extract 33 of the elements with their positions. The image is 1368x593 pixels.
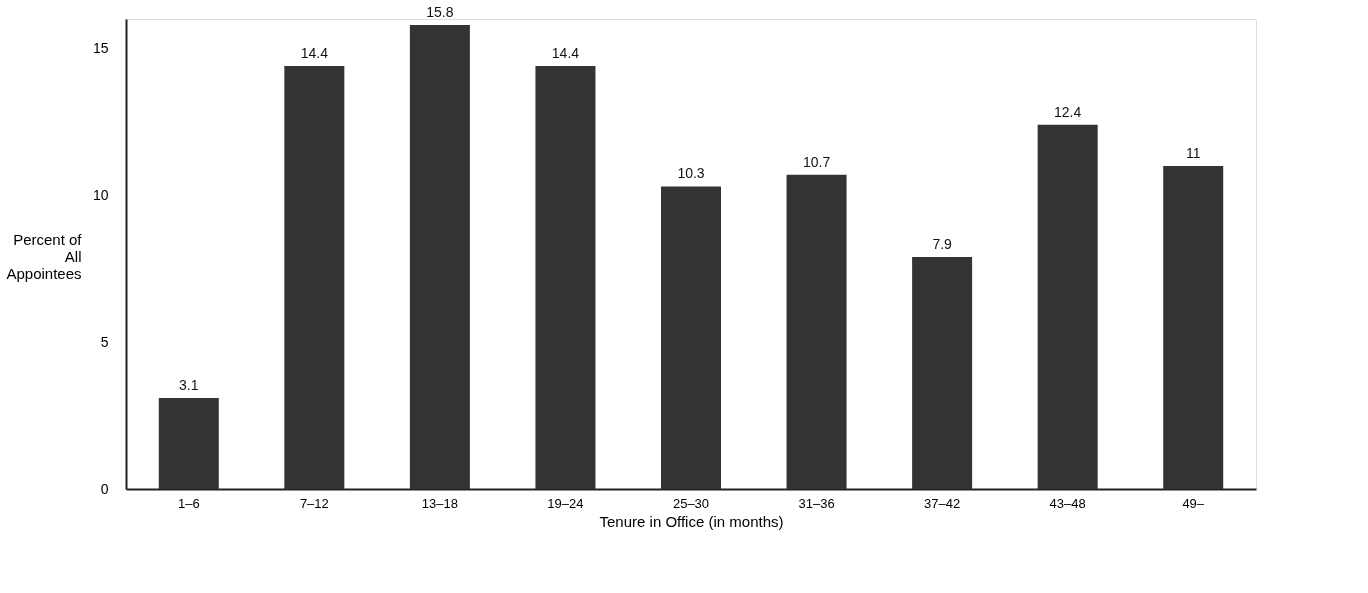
x-tick-label: 49– — [1182, 495, 1205, 511]
data-label: 10.3 — [677, 165, 705, 182]
bar — [158, 397, 219, 489]
x-tick-label: 37–42 — [924, 495, 961, 511]
bar — [284, 66, 345, 489]
x-tick-label: 31–36 — [798, 495, 835, 511]
y-tick-label: 5 — [100, 333, 109, 350]
data-label: 7.9 — [932, 235, 953, 252]
bar — [661, 186, 721, 489]
bar — [912, 256, 973, 489]
data-label: 14.4 — [300, 45, 329, 61]
x-tick-label: 25–30 — [672, 495, 710, 511]
x-tick-label: 1–6 — [177, 495, 200, 511]
bar — [786, 174, 847, 489]
y-tick-label: 15 — [92, 39, 109, 56]
x-axis-title: Tenure in Office (in months) — [599, 512, 784, 530]
data-label: 14.4 — [551, 45, 580, 61]
x-tick-label: 43–48 — [1049, 495, 1086, 511]
y-tick-label: 10 — [92, 186, 109, 203]
bar — [1037, 124, 1098, 489]
y-axis-title: Percent of All Appointees — [6, 230, 83, 282]
bar — [409, 24, 470, 489]
y-tick-label: 0 — [100, 480, 109, 497]
data-label: 15.8 — [426, 3, 454, 20]
data-label: 12.4 — [1054, 103, 1082, 120]
x-tick-label: 19–24 — [547, 495, 584, 511]
data-label: 3.1 — [179, 376, 199, 393]
x-tick-label: 7–12 — [299, 495, 329, 511]
bar — [535, 66, 596, 489]
x-tick-label: 13–18 — [421, 495, 458, 511]
bar — [1163, 165, 1224, 489]
data-label: 10.7 — [802, 153, 831, 170]
data-label: 11 — [1185, 144, 1201, 161]
